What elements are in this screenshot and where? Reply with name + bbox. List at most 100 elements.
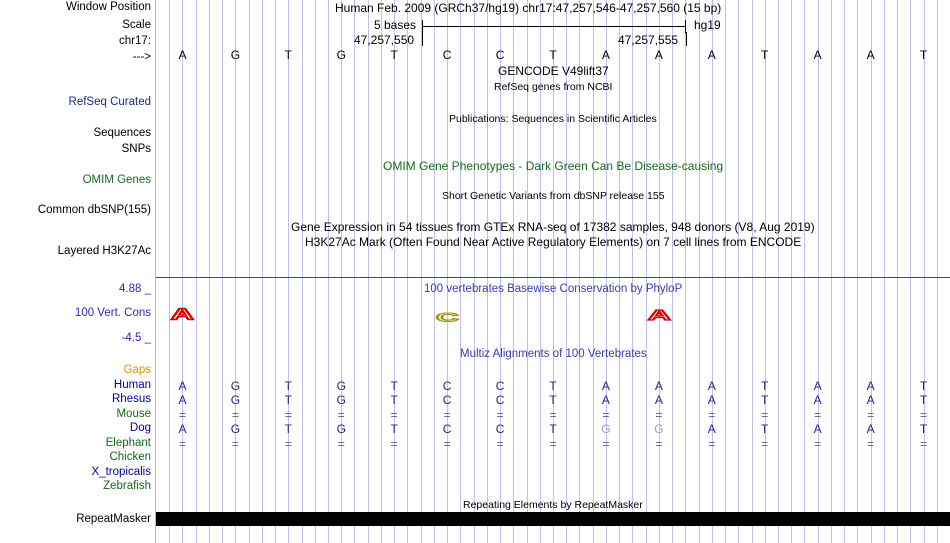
alignment-base: G [336,422,346,436]
alignment-base: T [761,393,769,407]
caption-phylop[interactable]: 100 vertebrates Basewise Conservation by… [424,283,683,295]
alignment-row-elephant[interactable]: = = = = = = = = = = = = = = = [156,437,950,452]
alignment-base: A [813,393,822,407]
label-scale[interactable]: Scale [122,19,151,31]
alignment-base: T [919,393,928,407]
alignment-base: T [919,422,928,436]
reference-base: A [813,48,822,62]
alignment-gap: = [602,437,610,451]
alignment-gap: = [814,437,822,451]
alignment-base: C [495,422,505,436]
label-snps[interactable]: SNPs [121,143,151,155]
alignment-base: A [866,379,875,393]
caption-repeatmasker[interactable]: Repeating Elements by RepeatMasker [463,499,643,511]
label-refseq-curated[interactable]: RefSeq Curated [68,96,151,108]
alignment-base: A [178,379,187,393]
ruler-coordinate-right: 47,257,555 [618,33,679,47]
species-label-chicken[interactable]: Chicken [109,451,151,463]
species-label-gaps[interactable]: Gaps [123,364,152,376]
label-window-position[interactable]: Window Position [65,1,151,13]
reference-base: T [549,48,557,62]
label-strand-arrow: ---> [132,51,151,63]
species-label-human[interactable]: Human [113,379,151,391]
alignment-gap: = [549,437,557,451]
label-vert-cons[interactable]: 100 Vert. Cons [74,307,151,319]
alignment-gap: = [443,437,451,451]
species-label-rhesus[interactable]: Rhesus [112,393,151,405]
window-position-title: Human Feb. 2009 (GRCh37/hg19) chr17:47,2… [335,1,722,15]
multiz-alignment-rows[interactable]: A G T G T C C T A A A T A A T A G T G T C C T A A A T A A T = = = = = = = = = =… [156,0,950,543]
alignment-base: G [230,422,241,436]
assembly-label: hg19 [694,18,721,32]
alignment-base: A [707,379,716,393]
label-omim-genes[interactable]: OMIM Genes [82,174,151,186]
repeatmasker-bar[interactable] [156,512,950,526]
conservation-base-glyph: T [273,316,304,323]
caption-publications[interactable]: Publications: Sequences in Scientific Ar… [449,113,657,125]
alignment-gap: = [708,408,716,422]
species-label-mouse[interactable]: Mouse [116,408,151,420]
alignment-base: T [549,422,557,436]
alignment-base: G [601,422,611,436]
label-common-dbsnp[interactable]: Common dbSNP(155) [37,204,151,216]
caption-dbsnp[interactable]: Short Genetic Variants from dbSNP releas… [442,190,665,202]
scale-bar [422,18,686,34]
conservation-base-glyph: A [167,307,198,322]
conservation-base-glyph: A [644,308,675,322]
track-label-column: Window Position Scale chr17: ---> RefSeq… [0,0,155,543]
caption-omim[interactable]: OMIM Gene Phenotypes - Dark Green Can Be… [383,159,724,173]
alignment-base: A [178,422,187,436]
caption-gtex[interactable]: Gene Expression in 54 tissues from GTEx … [291,220,815,234]
alignment-base: C [442,422,452,436]
alignment-gap: = [549,408,557,422]
caption-refseq-ncbi[interactable]: RefSeq genes from NCBI [494,81,613,93]
species-label-x_tropicalis[interactable]: X_tropicalis [91,466,151,478]
alignment-base: C [495,393,505,407]
alignment-base: G [230,379,241,393]
reference-base: A [178,48,187,62]
label-repeatmasker[interactable]: RepeatMasker [76,513,151,525]
alignment-base: C [442,393,452,407]
alignment-base: T [919,379,928,393]
track-canvas[interactable]: Human Feb. 2009 (GRCh37/hg19) chr17:47,2… [156,0,950,543]
alignment-gap: = [284,437,292,451]
species-label-elephant[interactable]: Elephant [105,437,151,449]
alignment-gap: = [178,437,186,451]
alignment-base: T [390,393,398,407]
alignment-gap: = [337,408,345,422]
alignment-base: G [336,393,346,407]
alignment-base: G [230,393,241,407]
alignment-gap: = [920,408,928,422]
label-conservation-max: 4.88 _ [119,283,151,295]
alignment-base: A [813,379,822,393]
alignment-base: A [654,379,663,393]
label-sequences[interactable]: Sequences [93,127,151,139]
alignment-base: A [654,393,663,407]
species-label-zebrafish[interactable]: Zebrafish [103,480,151,492]
species-label-dog[interactable]: Dog [129,422,151,434]
reference-base: T [919,48,928,62]
alignment-base: T [761,379,769,393]
alignment-gap: = [284,408,292,422]
alignment-base: A [866,422,875,436]
alignment-gap: = [602,408,610,422]
caption-h3k27ac[interactable]: H3K27Ac Mark (Often Found Near Active Re… [305,235,802,249]
ruler-coordinate-left: 47,257,550 [354,33,415,47]
alignment-base: T [390,422,398,436]
alignment-row-mouse[interactable]: = = = = = = = = = = = = = = = [156,408,950,423]
reference-base: A [654,48,663,62]
reference-base: G [336,48,346,62]
label-conservation-min: -4.5 _ [121,332,151,344]
alignment-gap: = [867,437,875,451]
alignment-base: A [601,393,610,407]
reference-base: A [707,48,716,62]
alignment-base: A [707,422,716,436]
caption-multiz[interactable]: Multiz Alignments of 100 Vertebrates [460,348,647,360]
caption-gencode[interactable]: GENCODE V49lift37 [498,64,609,78]
label-layered-h3k27ac[interactable]: Layered H3K27Ac [57,245,151,257]
